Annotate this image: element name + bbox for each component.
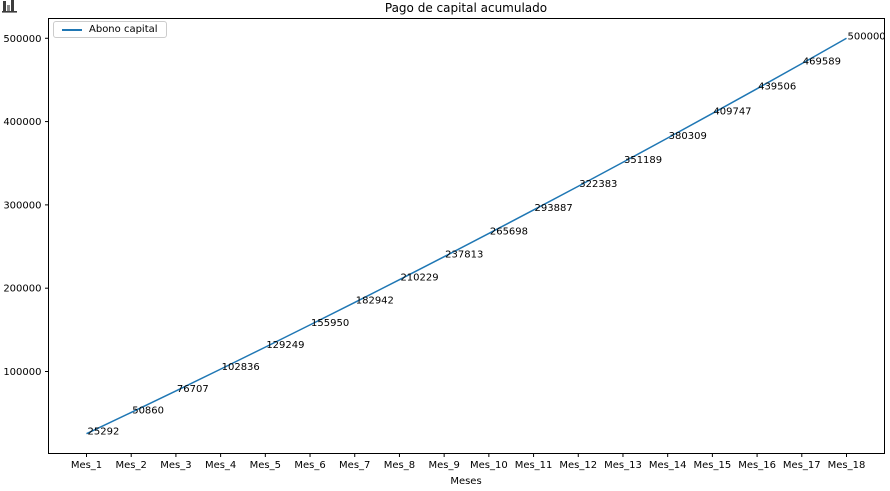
- x-tick-label: Mes_7: [339, 460, 370, 471]
- x-tick-label: Mes_10: [470, 460, 508, 471]
- y-tick-label: 100000: [3, 367, 41, 378]
- data-point-label: 293887: [535, 203, 573, 214]
- x-tick-label: Mes_17: [783, 460, 821, 471]
- data-point-label: 129249: [266, 340, 304, 351]
- data-point-label: 50860: [132, 405, 164, 416]
- x-tick-label: Mes_8: [384, 460, 415, 471]
- data-point-label: 182942: [356, 295, 394, 306]
- legend: Abono capital: [53, 21, 167, 38]
- data-point-label: 25292: [88, 427, 120, 438]
- data-point-label: 76707: [177, 384, 209, 395]
- x-tick-label: Mes_15: [694, 460, 732, 471]
- data-point-label: 265698: [490, 226, 528, 237]
- x-tick-label: Mes_11: [515, 460, 553, 471]
- data-point-label: 322383: [579, 179, 617, 190]
- y-tick-label: 200000: [3, 284, 41, 295]
- x-tick-label: Mes_4: [205, 460, 236, 471]
- axes-frame: [48, 18, 885, 454]
- y-tick-label: 400000: [3, 117, 41, 128]
- x-tick-label: Mes_14: [649, 460, 687, 471]
- x-tick-label: Mes_9: [428, 460, 459, 471]
- y-tick-label: 300000: [3, 200, 41, 211]
- data-point-label: 439506: [758, 82, 796, 93]
- data-point-label: 500000: [848, 31, 886, 42]
- data-point-label: 409747: [713, 106, 751, 117]
- data-point-label: 380309: [669, 131, 707, 142]
- legend-label: Abono capital: [89, 24, 158, 35]
- x-tick-label: Mes_13: [604, 460, 642, 471]
- x-axis-label: Meses: [450, 476, 482, 487]
- x-tick-label: Mes_6: [294, 460, 325, 471]
- bar-chart-icon: [2, 0, 17, 13]
- x-tick-label: Mes_18: [828, 460, 866, 471]
- y-tick-label: 500000: [3, 34, 41, 45]
- x-tick-label: Mes_3: [160, 460, 191, 471]
- legend-line-swatch: [62, 28, 82, 31]
- data-point-label: 237813: [445, 250, 483, 261]
- data-point-label: 469589: [803, 57, 841, 68]
- data-point-label: 351189: [624, 155, 662, 166]
- x-tick-label: Mes_1: [71, 460, 102, 471]
- chart-title: Pago de capital acumulado: [384, 1, 548, 15]
- data-point-label: 155950: [311, 318, 349, 329]
- x-tick-label: Mes_12: [559, 460, 597, 471]
- x-tick-label: Mes_5: [250, 460, 281, 471]
- x-tick-label: Mes_16: [738, 460, 776, 471]
- data-point-label: 210229: [400, 273, 438, 284]
- series-line: [86, 37, 847, 435]
- x-tick-label: Mes_2: [116, 460, 147, 471]
- data-point-label: 102836: [222, 362, 260, 373]
